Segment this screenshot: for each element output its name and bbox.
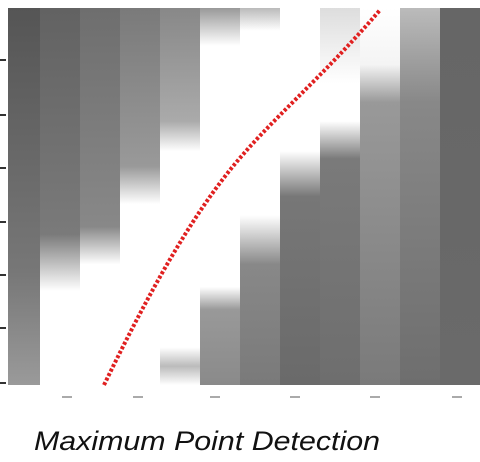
axis-ticks [0, 59, 6, 384]
heatmap [8, 8, 480, 385]
caption: Maximum Point Detection [34, 426, 380, 456]
